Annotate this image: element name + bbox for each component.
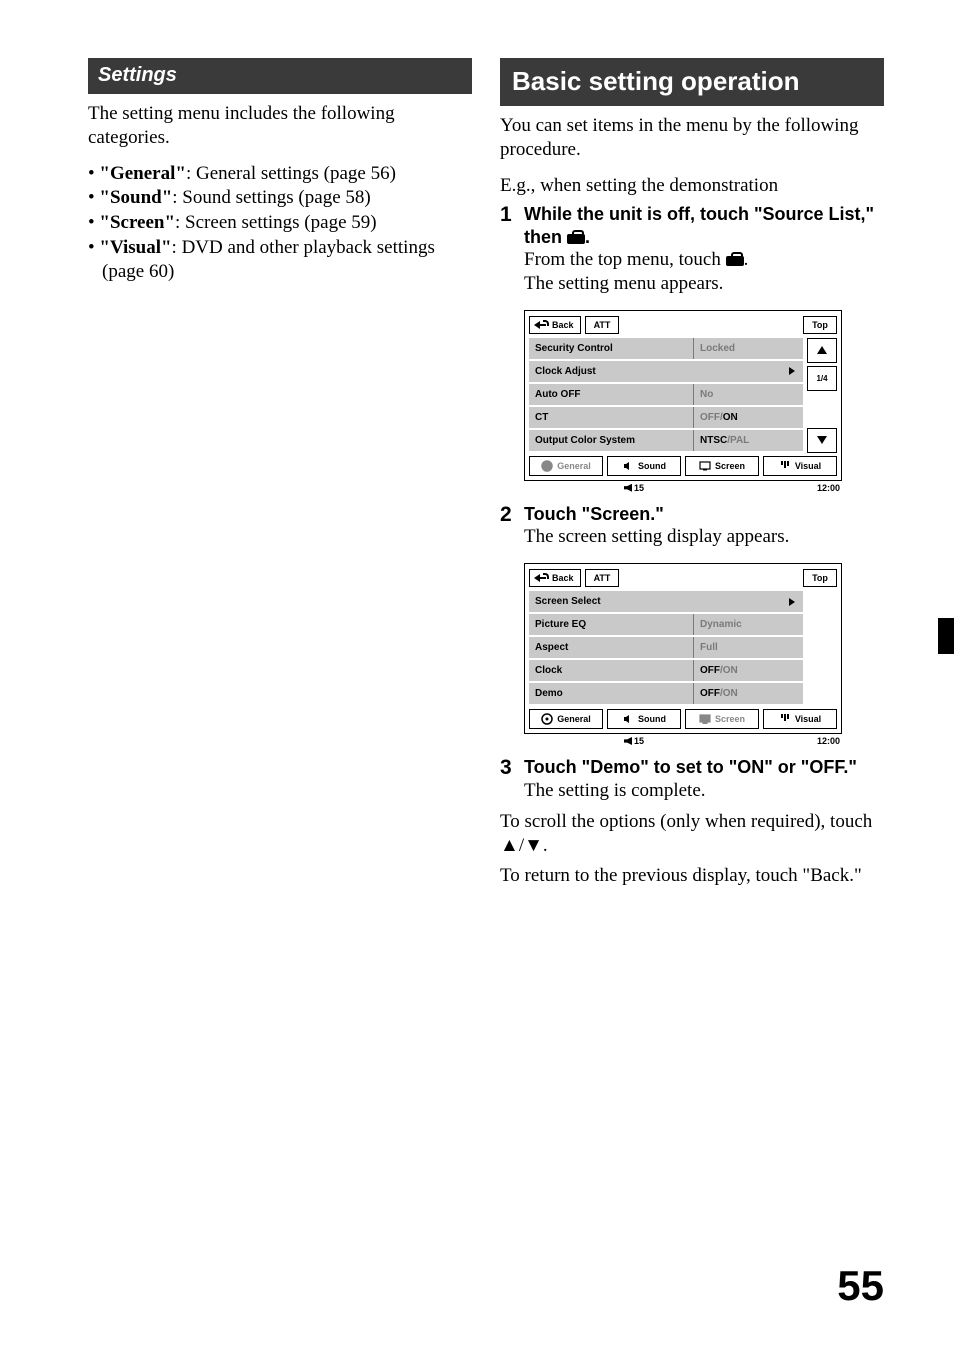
list-item: "Sound": Sound settings (page 58) [88, 186, 472, 211]
device-screenshot-screen: Back ATT Top Screen Select Picture EQ Dy [524, 563, 842, 746]
scroll-note: To scroll the options (only when require… [500, 810, 884, 858]
sound-icon [622, 460, 634, 472]
toolbox-icon [726, 252, 744, 266]
right-column: Basic setting operation You can set item… [500, 58, 884, 900]
step-2: 2 Touch "Screen." The screen setting dis… [500, 503, 884, 549]
settings-heading: Settings [88, 58, 472, 94]
row-aspect[interactable]: Aspect Full [529, 637, 803, 658]
scroll-down-button[interactable] [807, 428, 837, 453]
row-output-color[interactable]: Output Color System NTSC / PAL [529, 430, 803, 451]
back-arrow-icon [534, 320, 548, 330]
tab-sound[interactable]: Sound [607, 709, 681, 729]
clock-indicator: 12:00 [817, 736, 840, 746]
back-button[interactable]: Back [529, 569, 581, 587]
row-demo[interactable]: Demo OFF / ON [529, 683, 803, 704]
chevron-right-icon [781, 367, 803, 375]
row-security-control[interactable]: Security Control Locked [529, 338, 803, 359]
step-number: 1 [500, 203, 524, 296]
step-3: 3 Touch "Demo" to set to "ON" or "OFF." … [500, 756, 884, 802]
step-1-line2: The setting menu appears. [524, 272, 884, 296]
triangle-up-icon [817, 346, 827, 354]
volume-indicator: 15 [624, 483, 644, 493]
gear-icon [541, 460, 553, 472]
clock-indicator: 12:00 [817, 483, 840, 493]
chevron-right-icon [781, 598, 803, 606]
step-2-line: The screen setting display appears. [524, 525, 884, 549]
speaker-icon [624, 737, 632, 745]
volume-indicator: 15 [624, 736, 644, 746]
att-button[interactable]: ATT [585, 316, 619, 334]
screen-icon [699, 460, 711, 472]
gear-icon [541, 713, 553, 725]
row-picture-eq[interactable]: Picture EQ Dynamic [529, 614, 803, 635]
screen-icon [699, 713, 711, 725]
triangle-down-icon [817, 436, 827, 444]
page-number: 55 [837, 1262, 884, 1310]
step-3-line: The setting is complete. [524, 779, 884, 803]
scroll-up-button[interactable] [807, 338, 837, 363]
list-item: "Visual": DVD and other playback setting… [88, 236, 472, 285]
settings-intro: The setting menu includes the following … [88, 102, 472, 150]
tab-screen[interactable]: Screen [685, 456, 759, 476]
list-item: "General": General settings (page 56) [88, 162, 472, 187]
back-arrow-icon [534, 573, 548, 583]
tab-general[interactable]: General [529, 709, 603, 729]
tab-visual[interactable]: Visual [763, 456, 837, 476]
basic-intro-2: E.g., when setting the demonstration [500, 174, 884, 198]
step-3-title: Touch "Demo" to set to "ON" or "OFF." [524, 756, 884, 779]
device-screenshot-general: Back ATT Top Security Control Locked Clo… [524, 310, 842, 493]
basic-intro-1: You can set items in the menu by the fol… [500, 114, 884, 162]
visual-icon [779, 460, 791, 472]
top-button[interactable]: Top [803, 569, 837, 587]
settings-rows: Screen Select Picture EQ Dynamic Aspect … [529, 591, 803, 706]
back-note: To return to the previous display, touch… [500, 864, 884, 888]
row-ct[interactable]: CT OFF / ON [529, 407, 803, 428]
page-indicator: 1/4 [807, 366, 837, 391]
step-1-line1: From the top menu, touch . [524, 248, 884, 272]
top-button[interactable]: Top [803, 316, 837, 334]
row-clock[interactable]: Clock OFF / ON [529, 660, 803, 681]
row-auto-off[interactable]: Auto OFF No [529, 384, 803, 405]
settings-rows: Security Control Locked Clock Adjust Aut… [529, 338, 803, 453]
basic-setting-heading: Basic setting operation [500, 58, 884, 106]
row-clock-adjust[interactable]: Clock Adjust [529, 361, 803, 382]
step-2-title: Touch "Screen." [524, 503, 884, 526]
settings-categories-list: "General": General settings (page 56) "S… [88, 162, 472, 285]
list-item: "Screen": Screen settings (page 59) [88, 211, 472, 236]
row-screen-select[interactable]: Screen Select [529, 591, 803, 612]
tab-visual[interactable]: Visual [763, 709, 837, 729]
att-button[interactable]: ATT [585, 569, 619, 587]
step-number: 2 [500, 503, 524, 549]
left-column: Settings The setting menu includes the f… [88, 58, 472, 900]
speaker-icon [624, 484, 632, 492]
step-number: 3 [500, 756, 524, 802]
toolbox-icon [567, 230, 585, 244]
sound-icon [622, 713, 634, 725]
step-1-title: While the unit is off, touch "Source Lis… [524, 203, 884, 248]
edge-tab [938, 618, 954, 654]
tab-general[interactable]: General [529, 456, 603, 476]
tab-screen[interactable]: Screen [685, 709, 759, 729]
visual-icon [779, 713, 791, 725]
step-1: 1 While the unit is off, touch "Source L… [500, 203, 884, 296]
tab-sound[interactable]: Sound [607, 456, 681, 476]
back-button[interactable]: Back [529, 316, 581, 334]
